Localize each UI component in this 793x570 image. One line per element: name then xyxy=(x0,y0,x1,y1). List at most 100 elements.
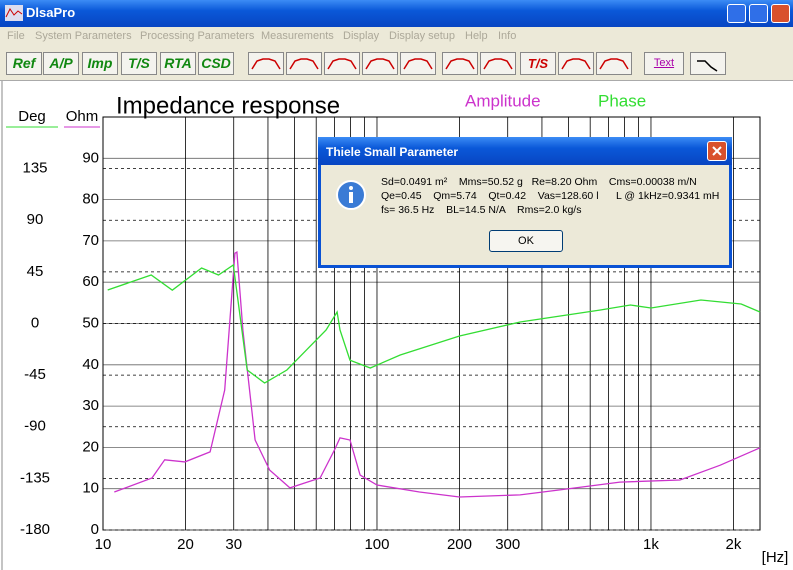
dialog-close-button[interactable] xyxy=(707,141,727,161)
close-button[interactable] xyxy=(771,4,790,23)
x-tick-label: 300 xyxy=(495,536,520,553)
info-icon xyxy=(336,180,366,210)
y-tick-label: 50 xyxy=(82,314,99,331)
menu-item[interactable]: Processing Parameters xyxy=(140,30,255,42)
x-tick-label: 100 xyxy=(364,536,389,553)
toolbar-button[interactable]: T/S xyxy=(121,52,157,75)
dialog-text: Sd=0.0491 m² Mms=50.52 g Re=8.20 Ohm Cms… xyxy=(381,175,719,217)
y-tick-label: 90 xyxy=(82,149,99,166)
x-tick-label: 1k xyxy=(643,536,659,553)
x-tick-label: 10 xyxy=(95,536,112,553)
y-tick-label: 10 xyxy=(82,480,99,497)
y-tick-label: 80 xyxy=(82,191,99,208)
icon xyxy=(403,58,433,70)
x-axis-label: [Hz] xyxy=(762,549,789,566)
icon xyxy=(289,58,319,70)
menu-item[interactable]: Display xyxy=(343,30,380,42)
toolbar: Ref A/P Imp T/S RTA CSD T/S Text xyxy=(0,46,793,81)
icon-glyph xyxy=(697,60,718,72)
icon-glyph xyxy=(251,58,281,70)
y-tick-label: 60 xyxy=(82,273,99,290)
toolbar-button[interactable]: Ref xyxy=(6,52,42,75)
icon-glyph xyxy=(365,58,395,70)
icon xyxy=(445,58,475,70)
dialog-line: fs= 36.5 Hz BL=14.5 N/A Rms=2.0 kg/s xyxy=(381,204,582,216)
dialog-line: Sd=0.0491 m² Mms=50.52 g Re=8.20 Ohm Cms… xyxy=(381,176,697,188)
icon xyxy=(599,58,629,70)
icon xyxy=(327,58,357,70)
icon-glyph xyxy=(327,58,357,70)
toolbar-icon-button[interactable] xyxy=(596,52,632,75)
icon xyxy=(697,60,718,72)
y2-tick-label: 90 xyxy=(27,211,44,228)
icon-glyph xyxy=(483,58,513,70)
chart-title: Impedance response xyxy=(116,92,340,119)
toolbar-icon-button[interactable]: Text xyxy=(644,52,684,75)
dialog: Thiele Small Parameter Sd=0.0491 m² Mms=… xyxy=(318,137,732,268)
toolbar-icon-button[interactable] xyxy=(248,52,284,75)
series-line xyxy=(107,263,761,384)
toolbar-button[interactable]: CSD xyxy=(198,52,234,75)
menu-item[interactable]: System Parameters xyxy=(35,30,132,42)
y2-tick-label: 135 xyxy=(22,160,47,177)
x-tick-label: 20 xyxy=(177,536,194,553)
y2-tick-label: 45 xyxy=(27,263,44,280)
y-tick-label: 0 xyxy=(91,521,99,538)
dialog-title-bar: Thiele Small Parameter xyxy=(318,137,732,165)
dialog-title: Thiele Small Parameter xyxy=(326,145,459,159)
close-glyph xyxy=(712,146,722,156)
y-tick-label: 20 xyxy=(82,438,99,455)
y2-tick-label: -180 xyxy=(20,521,50,538)
menu-bar: File System Parameters Processing Paramete… xyxy=(0,27,793,46)
toolbar-icon-button[interactable] xyxy=(324,52,360,75)
toolbar-button[interactable]: A/P xyxy=(43,52,79,75)
window-title: DlsaPro xyxy=(26,5,76,20)
icon-glyph xyxy=(561,58,591,70)
menu-item[interactable]: Measurements xyxy=(261,30,334,42)
icon xyxy=(251,58,281,70)
toolbar-icon-button[interactable] xyxy=(690,52,726,75)
toolbar-icon-button[interactable] xyxy=(400,52,436,75)
toolbar-icon-button[interactable] xyxy=(558,52,594,75)
toolbar-icon-button[interactable] xyxy=(480,52,516,75)
y-tick-label: 30 xyxy=(82,397,99,414)
toolbar-icon-button[interactable] xyxy=(442,52,478,75)
minimize-button[interactable] xyxy=(727,4,746,23)
toolbar-button[interactable]: Imp xyxy=(82,52,118,75)
icon-glyph xyxy=(403,58,433,70)
y-tick-label: 40 xyxy=(82,356,99,373)
maximize-button[interactable] xyxy=(749,4,768,23)
x-tick-label: 200 xyxy=(447,536,472,553)
icon-glyph xyxy=(289,58,319,70)
y2-tick-label: -45 xyxy=(24,366,46,383)
title-bar: DlsaPro xyxy=(0,0,793,27)
icon xyxy=(483,58,513,70)
x-tick-label: 30 xyxy=(225,536,242,553)
y-tick-label: 70 xyxy=(82,232,99,249)
app-icon xyxy=(5,5,23,21)
menu-item[interactable]: Display setup xyxy=(389,30,456,42)
toolbar-icon-button[interactable]: T/S xyxy=(520,52,556,75)
series-line xyxy=(114,251,761,498)
menu-item[interactable]: Help xyxy=(465,30,488,42)
icon xyxy=(561,58,591,70)
toolbar-button[interactable]: RTA xyxy=(160,52,196,75)
menu-item[interactable]: Info xyxy=(498,30,517,42)
y2-tick-label: 0 xyxy=(31,314,39,331)
ok-button[interactable]: OK xyxy=(489,230,563,252)
x-tick-label: 2k xyxy=(726,536,742,553)
y2-tick-label: -90 xyxy=(24,418,46,435)
toolbar-icon-button[interactable] xyxy=(362,52,398,75)
toolbar-icon-button[interactable] xyxy=(286,52,322,75)
icon-glyph xyxy=(445,58,475,70)
dialog-line: Qe=0.45 Qm=5.74 Qt=0.42 Vas=128.60 l L @… xyxy=(381,190,720,202)
y2-axis-label: Deg xyxy=(18,108,46,125)
legend-entry: Phase xyxy=(598,91,646,110)
y-axis-label: Ohm xyxy=(66,108,99,125)
menu-item[interactable]: File xyxy=(7,30,25,42)
icon-glyph xyxy=(599,58,629,70)
y2-tick-label: -135 xyxy=(20,469,50,486)
legend-entry: Amplitude xyxy=(465,91,541,110)
